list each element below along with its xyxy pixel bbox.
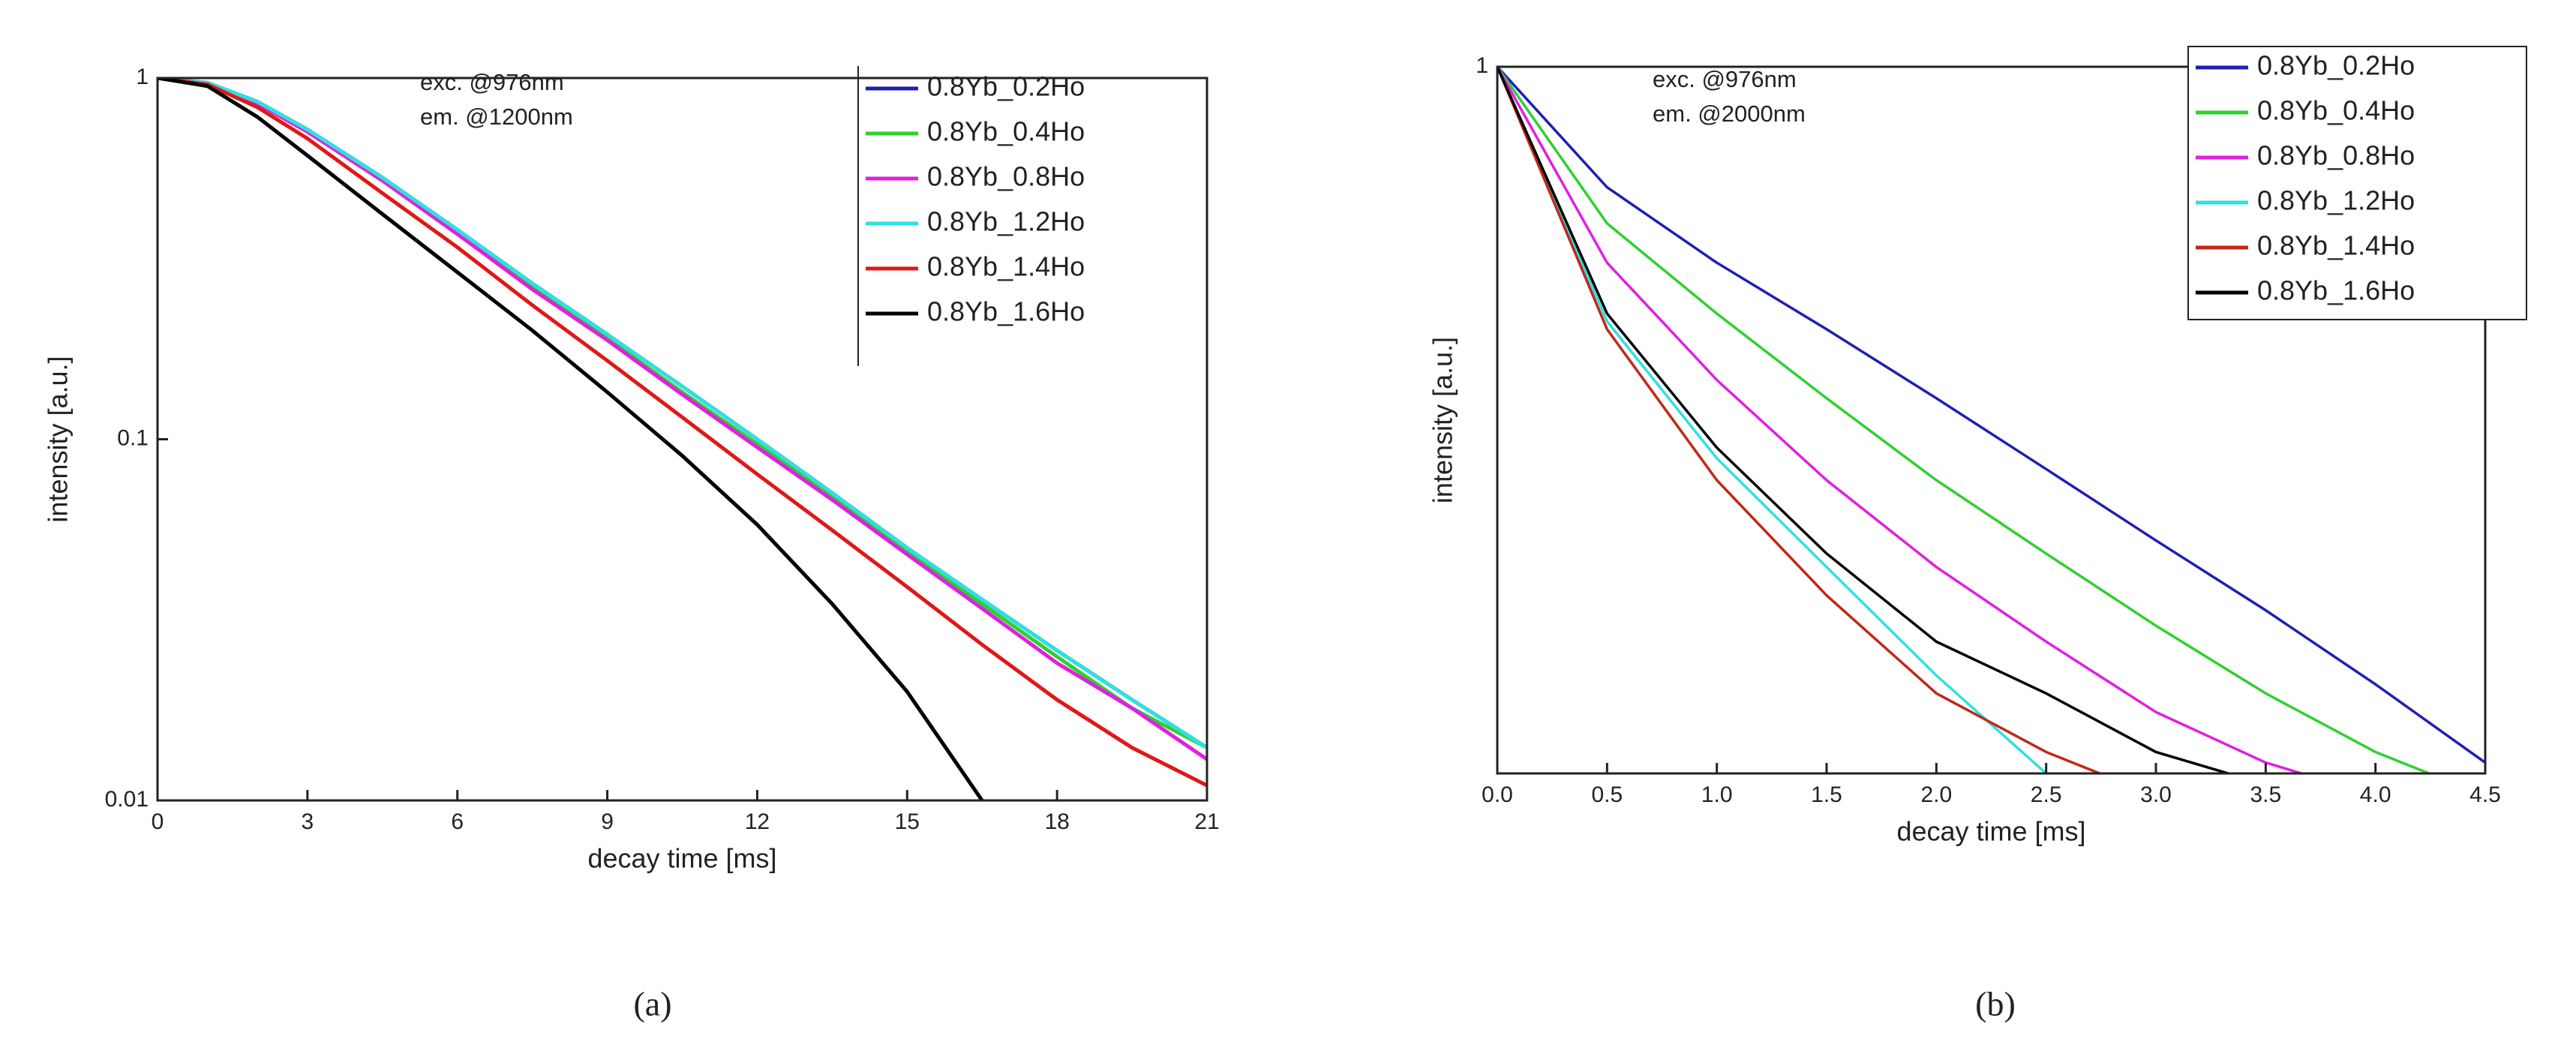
x-tick-label: 12	[745, 809, 770, 834]
x-tick-label: 21	[1194, 809, 1219, 834]
series-line	[1497, 67, 2233, 773]
legend-label: 0.8Yb_1.4Ho	[2257, 230, 2415, 261]
x-tick-label: 15	[895, 809, 920, 834]
legend-label: 0.8Yb_0.2Ho	[927, 71, 1085, 102]
x-tick-label: 3.0	[2140, 782, 2172, 807]
x-axis-label: decay time [ms]	[1896, 816, 2085, 847]
series-line	[158, 78, 1207, 788]
legend-label: 0.8Yb_0.4Ho	[2257, 95, 2415, 126]
legend-label: 0.8Yb_0.2Ho	[2257, 50, 2415, 81]
y-axis-label: intensity [a.u.]	[43, 356, 74, 522]
x-axis-label: decay time [ms]	[587, 843, 776, 874]
y-tick-label: 1	[136, 65, 149, 89]
panel-caption: (b)	[1975, 985, 2016, 1023]
x-tick-label: 2.0	[1920, 782, 1952, 807]
legend-label: 0.8Yb_0.8Ho	[2257, 140, 2415, 171]
plot-lines	[158, 78, 1207, 800]
y-tick-label: 1	[1476, 53, 1488, 78]
x-tick-label: 9	[601, 809, 614, 834]
x-tick-label: 2.5	[2031, 782, 2062, 807]
x-tick-label: 4.0	[2360, 782, 2391, 807]
x-tick-label: 6	[451, 809, 464, 834]
y-tick-label: 0.1	[117, 425, 149, 450]
x-tick-label: 0.0	[1482, 782, 1513, 807]
annotation: em. @2000nm	[1653, 101, 1806, 127]
y-tick-label: 0.01	[105, 787, 149, 812]
x-tick-label: 0	[152, 809, 164, 834]
annotation: exc. @976nm	[1653, 66, 1797, 92]
plot-lines	[1497, 67, 2485, 773]
legend-label: 0.8Yb_1.6Ho	[2257, 275, 2415, 306]
x-tick-label: 0.5	[1591, 782, 1623, 807]
legend-label: 0.8Yb_0.4Ho	[927, 116, 1085, 147]
series-line	[1497, 67, 2050, 773]
legend-label: 0.8Yb_0.8Ho	[927, 161, 1085, 192]
annotation: em. @1200nm	[420, 104, 573, 130]
x-tick-label: 1.5	[1811, 782, 1842, 807]
plot-frame	[1496, 65, 2487, 775]
legend-label: 0.8Yb_1.2Ho	[927, 206, 1085, 237]
series-line	[158, 78, 985, 800]
series-line	[1497, 67, 2103, 773]
series-line	[1497, 67, 2306, 773]
x-tick-label: 18	[1044, 809, 1069, 834]
x-tick-label: 3	[302, 809, 314, 834]
legend-label: 0.8Yb_1.6Ho	[927, 296, 1085, 327]
series-line	[158, 78, 1207, 749]
series-line	[1497, 67, 2485, 764]
y-axis-label: intensity [a.u.]	[1428, 337, 1458, 503]
x-tick-label: 4.5	[2469, 782, 2501, 807]
legend-label: 0.8Yb_1.4Ho	[927, 251, 1085, 282]
series-line	[1497, 67, 2433, 773]
annotation: exc. @976nm	[420, 69, 564, 95]
x-tick-label: 3.5	[2250, 782, 2281, 807]
legend-label: 0.8Yb_1.2Ho	[2257, 185, 2415, 216]
x-tick-label: 1.0	[1701, 782, 1733, 807]
legend-box	[2187, 46, 2527, 320]
panel-caption: (a)	[633, 985, 671, 1023]
